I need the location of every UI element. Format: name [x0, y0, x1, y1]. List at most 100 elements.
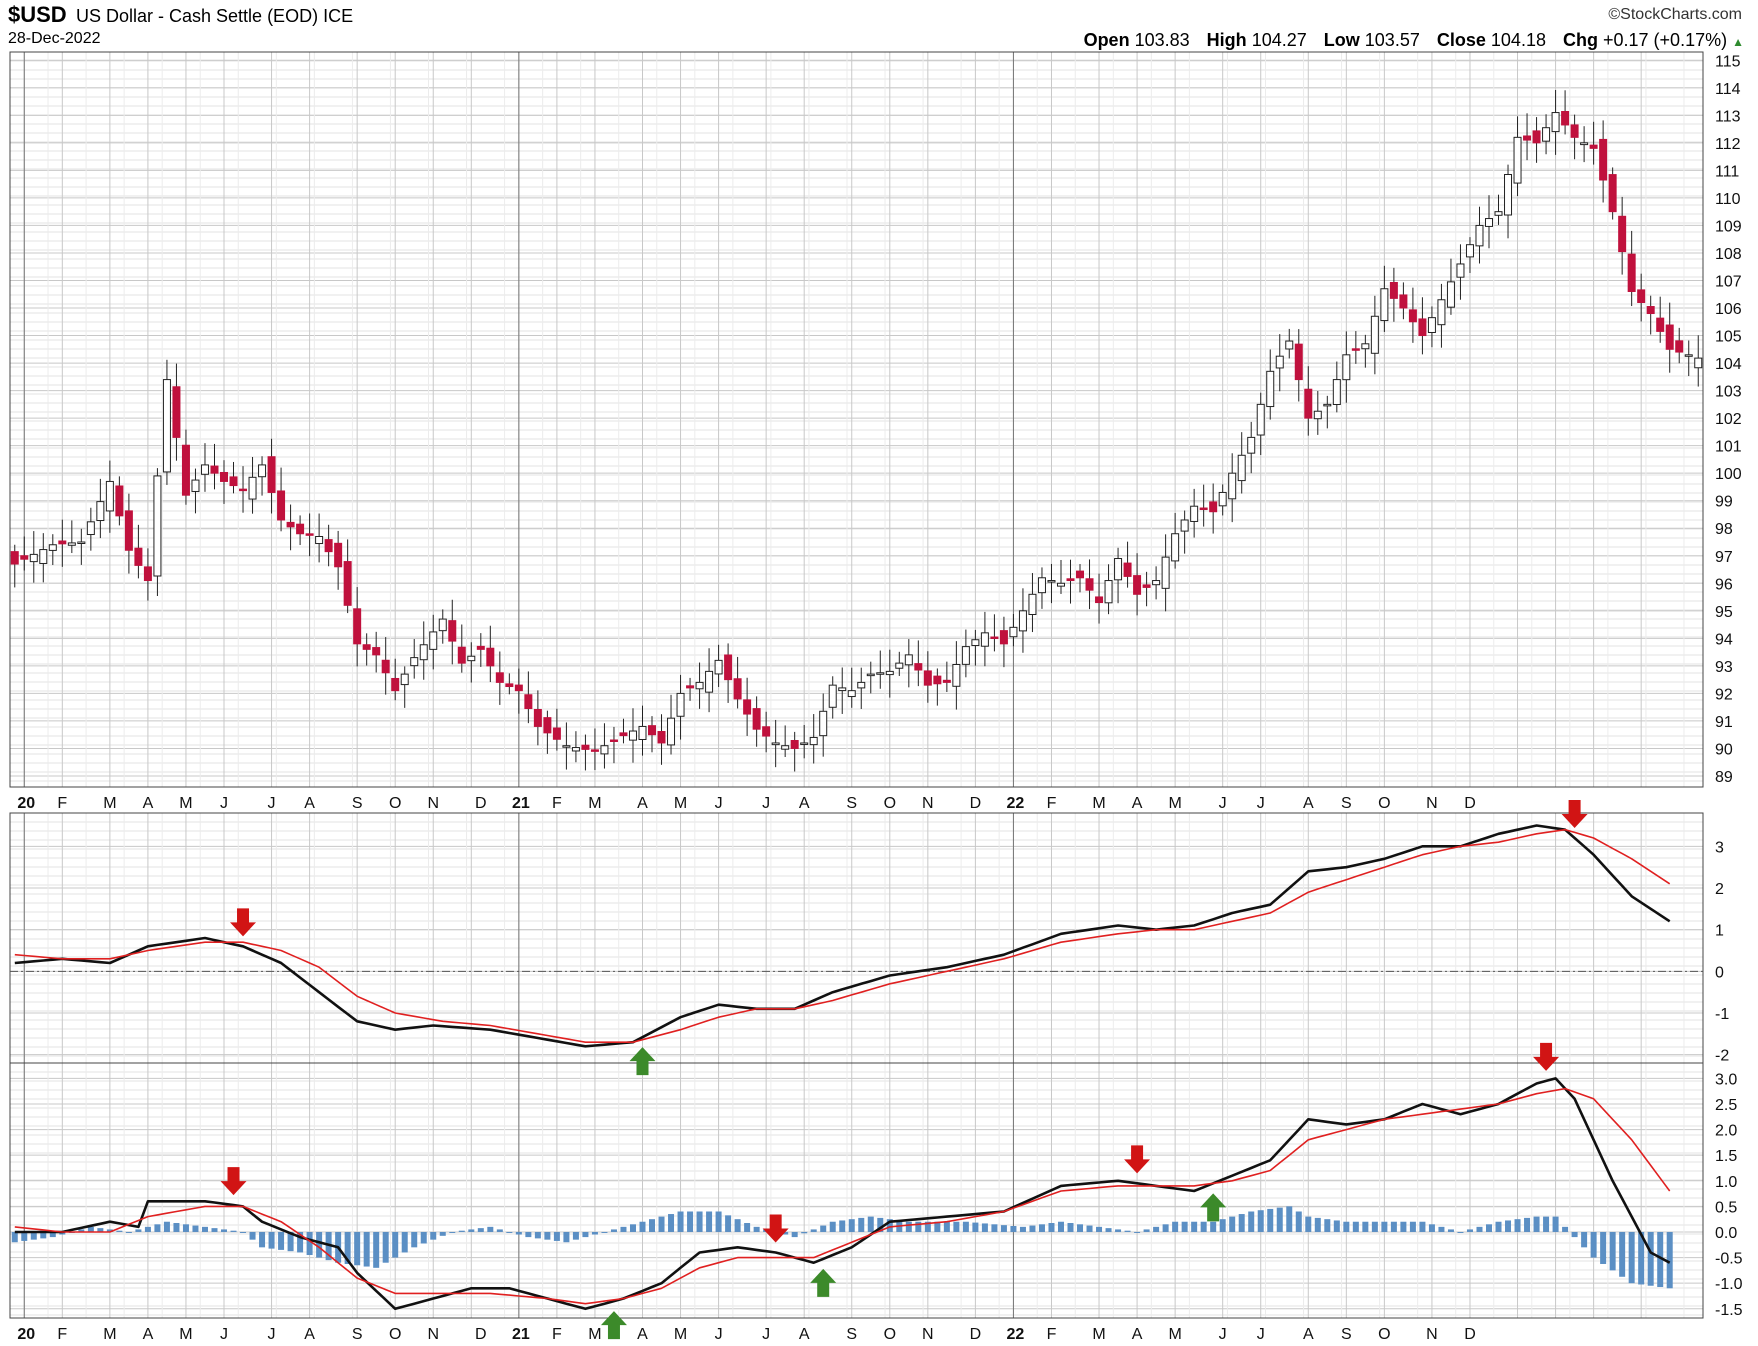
lower-x-tick-label: M — [674, 1326, 687, 1343]
histogram-bar — [1543, 1216, 1550, 1232]
lower-x-tick-label: J — [220, 1326, 228, 1343]
histogram-bar — [905, 1221, 912, 1232]
histogram-bar — [1438, 1226, 1445, 1232]
ppo-lower-y-tick-label: -0.5 — [1715, 1251, 1743, 1268]
price-y-tick-label: 108 — [1715, 246, 1742, 263]
histogram-bar — [649, 1219, 656, 1232]
candle-up — [1494, 211, 1503, 216]
candle-down — [1618, 215, 1627, 253]
price-y-tick-label: 92 — [1715, 686, 1733, 703]
histogram-bar — [477, 1228, 484, 1232]
histogram-bar — [658, 1216, 665, 1232]
candle-down — [1418, 318, 1427, 337]
price-x-tick-label: A — [637, 795, 648, 812]
lower-x-tick-label: O — [1378, 1326, 1390, 1343]
histogram-bar — [116, 1230, 123, 1232]
histogram-bar — [487, 1226, 494, 1232]
symbol-description: US Dollar - Cash Settle (EOD) ICE — [76, 6, 353, 27]
histogram-bar — [715, 1211, 722, 1232]
histogram-bar — [1238, 1214, 1245, 1232]
lower-x-tick-label: S — [352, 1326, 363, 1343]
lower-x-tick-label: S — [1341, 1326, 1352, 1343]
histogram-bar — [278, 1231, 285, 1250]
histogram-bar — [1505, 1220, 1512, 1232]
lower-x-tick-label: F — [57, 1326, 67, 1343]
candle-down — [296, 523, 305, 535]
candle-down — [1076, 570, 1085, 579]
histogram-bar — [1086, 1225, 1093, 1232]
candle-up — [771, 742, 780, 746]
candle-down — [1351, 348, 1360, 351]
lower-x-tick-label: M — [179, 1326, 192, 1343]
candle-down — [334, 542, 343, 568]
lower-x-tick-label: M — [1168, 1326, 1181, 1343]
candle-up — [1018, 610, 1027, 632]
buy-arrow-icon — [810, 1268, 837, 1297]
candle-up — [866, 673, 875, 677]
histogram-bar — [668, 1214, 675, 1232]
histogram-bar — [620, 1226, 627, 1232]
lower-x-tick-label: F — [1047, 1326, 1057, 1343]
lower-x-tick-label: F — [552, 1326, 562, 1343]
price-x-tick-label: M — [588, 795, 601, 812]
candle-up — [191, 479, 200, 492]
candle-down — [790, 739, 799, 749]
candle-up — [600, 745, 609, 755]
candle-down — [10, 551, 19, 565]
histogram-bar — [1134, 1231, 1141, 1233]
candle-down — [581, 744, 590, 750]
histogram-bar — [1029, 1225, 1036, 1232]
histogram-bar — [1305, 1216, 1312, 1232]
candle-up — [1275, 355, 1284, 369]
lower-x-tick-label: A — [637, 1326, 648, 1343]
price-x-tick-label: J — [762, 795, 770, 812]
lower-x-tick-label: J — [715, 1326, 723, 1343]
histogram-bar — [163, 1221, 170, 1232]
histogram-bar — [1647, 1231, 1654, 1286]
histogram-bar — [563, 1231, 570, 1243]
histogram-bar — [591, 1231, 598, 1235]
price-y-tick-label: 94 — [1715, 631, 1733, 648]
candle-up — [895, 662, 904, 669]
price-x-tick-label: N — [1426, 795, 1438, 812]
histogram-bar — [11, 1231, 18, 1243]
candle-up — [1323, 403, 1332, 407]
candles — [10, 90, 1703, 772]
histogram-bar — [848, 1219, 855, 1232]
candle-down — [324, 539, 333, 553]
price-x-tick-label: O — [389, 795, 401, 812]
histogram-bar — [1324, 1219, 1331, 1232]
ppo-upper-signal-line — [14, 828, 1671, 1043]
price-x-tick-label: F — [552, 795, 562, 812]
histogram-bar — [125, 1231, 132, 1233]
candle-up — [1513, 136, 1522, 184]
candle-up — [695, 681, 704, 690]
histogram-bar — [1248, 1211, 1255, 1232]
histogram-bar — [506, 1231, 513, 1233]
lower-x-tick-label: N — [922, 1326, 934, 1343]
sell-arrow-icon — [1561, 800, 1588, 828]
lower-x-tick-label: S — [846, 1326, 857, 1343]
lower-x-tick-label: A — [1132, 1326, 1143, 1343]
sell-arrow-icon — [220, 1167, 247, 1196]
histogram-bar — [1476, 1226, 1483, 1232]
histogram-bar — [411, 1231, 418, 1248]
candle-up — [258, 464, 267, 478]
histogram-bar — [1409, 1221, 1416, 1232]
low-value: 103.57 — [1364, 30, 1420, 50]
sell-arrow-icon — [762, 1214, 789, 1243]
candle-up — [438, 618, 447, 632]
candle-down — [1294, 343, 1303, 381]
histogram-bar — [1067, 1223, 1074, 1232]
candle-up — [1028, 593, 1037, 616]
candle-down — [533, 708, 542, 727]
price-y-tick-label: 96 — [1715, 576, 1733, 593]
histogram-bar — [1257, 1210, 1264, 1232]
candle-up — [781, 745, 790, 750]
histogram-bar — [1000, 1225, 1007, 1232]
candle-up — [400, 673, 409, 686]
histogram-bar — [363, 1231, 370, 1267]
ppo-upper-border — [9, 812, 1704, 1064]
histogram-bar — [182, 1224, 189, 1232]
histogram-bar — [40, 1231, 47, 1239]
